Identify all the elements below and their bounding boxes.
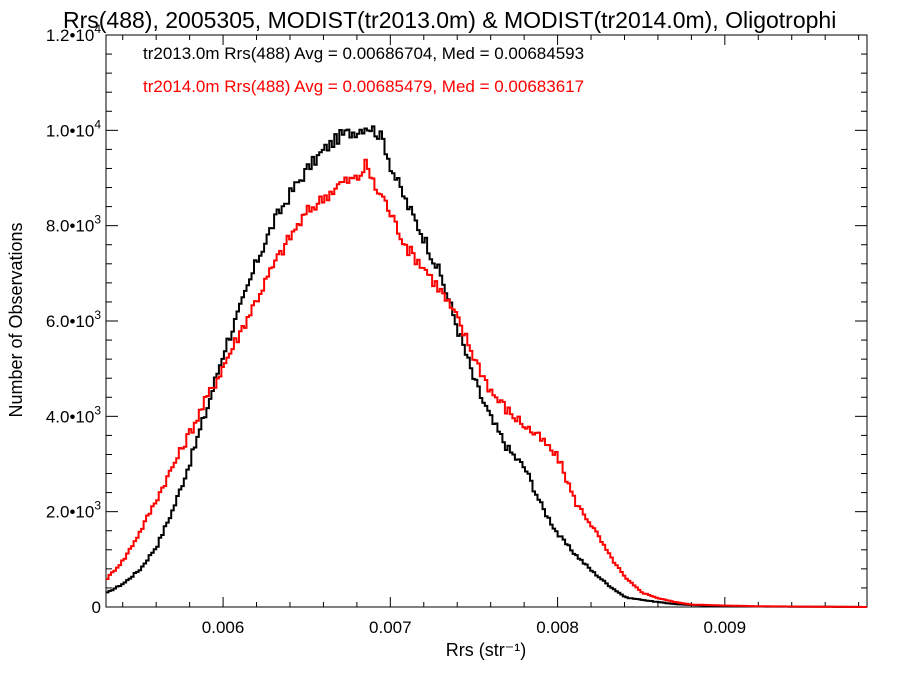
legend-entry-black: tr2013.0m Rrs(488) Avg = 0.00686704, Med… [143,44,584,63]
y-tick-exponent: 3 [94,403,101,417]
y-axis-label: Number of Observations [6,222,26,417]
x-tick-label: 0.009 [704,618,747,637]
series-tr2014-line [106,158,867,608]
y-tick-label: 2.0•103 [46,499,102,522]
y-tick-exponent: 3 [94,499,101,513]
y-tick-mantissa: 2.0•10 [46,503,95,522]
y-tick-label: 1.2•104 [46,22,102,45]
y-tick-exponent: 4 [94,117,101,131]
y-tick-label: 4.0•103 [46,403,102,426]
chart-title: Rrs(488), 2005305, MODIST(tr2013.0m) & M… [63,7,836,33]
y-tick-mantissa: 6.0•10 [46,312,95,331]
y-tick-mantissa: 4.0•10 [46,407,95,426]
legend-entry-red: tr2014.0m Rrs(488) Avg = 0.00685479, Med… [143,77,584,96]
x-axis-label: Rrs (str⁻¹) [446,640,526,660]
y-tick-mantissa: 1.0•10 [46,121,95,140]
y-tick-label: 6.0•103 [46,308,102,331]
x-tick-label: 0.008 [536,618,579,637]
y-tick-label: 8.0•103 [46,213,102,236]
y-tick-label: 1.0•104 [46,117,102,140]
y-tick-exponent: 3 [94,308,101,322]
plot-frame [105,34,868,608]
y-tick-exponent: 4 [94,22,101,36]
y-tick-mantissa: 8.0•10 [46,217,95,236]
y-tick-mantissa: 0 [92,598,101,617]
x-tick-label: 0.007 [369,618,412,637]
y-tick-mantissa: 1.2•10 [46,26,95,45]
x-tick-label: 0.006 [202,618,245,637]
y-tick-label: 0 [92,598,101,617]
y-tick-exponent: 3 [94,213,101,227]
plot-area: 0.006 0.007 0.008 0.00902.0•1034.0•1036.0•1… [46,22,868,637]
series-tr2013-line [106,125,867,608]
